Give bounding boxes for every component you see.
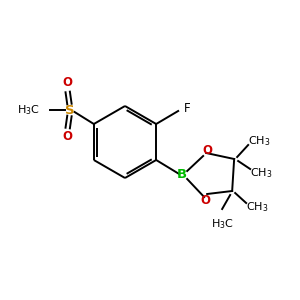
Text: CH$_3$: CH$_3$ — [246, 200, 268, 214]
Text: O: O — [63, 76, 73, 89]
Text: S: S — [65, 103, 74, 116]
Text: F: F — [184, 101, 191, 115]
Text: O: O — [202, 143, 212, 157]
Text: CH$_3$: CH$_3$ — [250, 166, 273, 180]
Text: H$_3$C: H$_3$C — [211, 217, 234, 231]
Text: B: B — [177, 169, 187, 182]
Text: H$_3$C: H$_3$C — [17, 103, 40, 117]
Text: CH$_3$: CH$_3$ — [248, 134, 271, 148]
Text: O: O — [63, 130, 73, 143]
Text: O: O — [200, 194, 210, 206]
